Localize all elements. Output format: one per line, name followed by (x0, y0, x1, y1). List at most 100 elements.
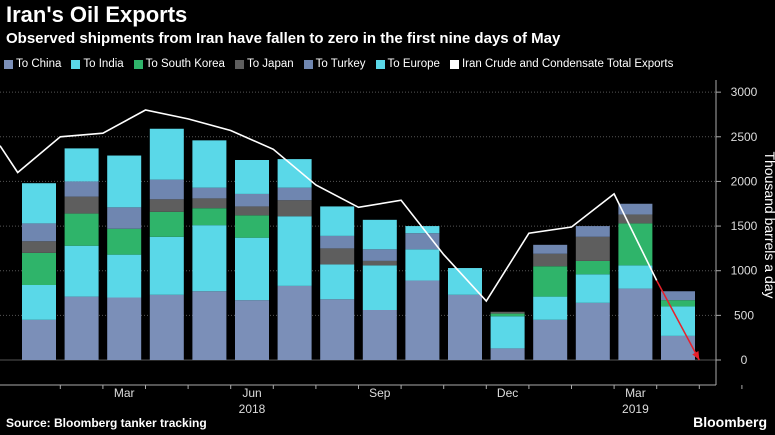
legend-label: To India (83, 58, 124, 70)
bar-segment (320, 264, 355, 300)
y-tick-label: 3000 (731, 85, 758, 99)
bar-segment (362, 260, 397, 266)
bar-segment (192, 225, 227, 292)
legend-item: To China (4, 58, 61, 70)
legend-item: To South Korea (133, 58, 225, 70)
y-tick-label: 0 (741, 353, 748, 367)
legend-swatch (4, 59, 13, 69)
bar-segment (490, 313, 525, 317)
y-tick-label: 500 (734, 308, 754, 322)
bar-segment (575, 226, 610, 237)
bar-segment (64, 296, 99, 360)
bar-segment (64, 181, 99, 197)
bar-segment (107, 297, 142, 360)
y-tick-label: 1500 (731, 219, 758, 233)
bar-segment (107, 228, 142, 255)
bar-segment (448, 294, 482, 360)
bar-segment (405, 233, 440, 250)
legend-label: To South Korea (145, 58, 225, 70)
legend-item: To Japan (234, 58, 294, 70)
decline-arrow-line (656, 280, 700, 361)
bar-segment (362, 249, 397, 261)
x-year-label: 2019 (622, 402, 649, 416)
x-tick-label: Dec (497, 386, 518, 400)
chart-title: Iran's Oil Exports (6, 2, 188, 27)
legend-item: To Europe (375, 58, 440, 70)
source-note: Source: Bloomberg tanker tracking (6, 416, 207, 430)
bar-segment (192, 198, 227, 209)
bar-segment (362, 310, 397, 360)
bar-segment (405, 280, 440, 360)
bar-segment (64, 245, 99, 297)
bar-segment (490, 348, 525, 360)
bar-segment (22, 183, 56, 224)
bar-segment (490, 311, 525, 314)
x-tick-label: Mar (114, 386, 135, 400)
bar-segment (22, 285, 56, 320)
bar-segment (277, 285, 312, 360)
chart-subtitle: Observed shipments from Iran have fallen… (6, 30, 561, 47)
bar-segment (362, 219, 397, 250)
bar-segment (22, 241, 56, 253)
legend-label: To China (16, 58, 62, 70)
bar-segment (235, 300, 269, 360)
x-year-label: 2018 (239, 402, 266, 416)
x-tick-label: Mar (625, 386, 646, 400)
bar-segment (192, 187, 227, 199)
bar-segment (192, 208, 227, 226)
bar-segment (107, 155, 142, 208)
x-tick-label: Sep (369, 386, 391, 400)
bar-segment (277, 187, 312, 201)
legend-swatch (375, 59, 385, 69)
bar-segment (618, 203, 653, 215)
bar-segment (661, 291, 695, 301)
legend-item: To Turkey (303, 58, 366, 70)
bar-segment (64, 148, 99, 182)
y-tick-label: 1000 (731, 264, 758, 278)
bar-segment (533, 253, 568, 267)
bar-segment (235, 215, 269, 238)
chart-legend: To China To India To South Korea To Japan To… (4, 58, 673, 70)
bar-segment (320, 299, 355, 360)
bar-segment (618, 214, 653, 224)
bar-segment (149, 294, 184, 360)
y-tick-label: 2000 (731, 174, 758, 188)
bar-segment (575, 260, 610, 275)
bar-segment (533, 319, 568, 360)
legend-label: To Japan (246, 58, 294, 70)
legend-item: Iran Crude and Condensate Total Exports (449, 58, 673, 70)
bar-segment (320, 235, 355, 249)
bar-segment (575, 236, 610, 261)
legend-swatch (71, 59, 81, 69)
bar-segment (235, 193, 269, 207)
bar-segment (277, 200, 312, 217)
bar-segment (661, 300, 695, 307)
bar-segment (320, 206, 355, 236)
bar-segment (405, 226, 440, 234)
bar-segment (22, 252, 56, 285)
bar-segment (618, 265, 653, 289)
bar-segment (362, 265, 397, 310)
total-exports-line (0, 109, 658, 303)
bar-segment (277, 216, 312, 286)
x-tick-label: Jun (242, 386, 261, 400)
bar-segment (533, 244, 568, 254)
legend-label: To Turkey (315, 58, 366, 70)
legend-swatch (303, 59, 313, 69)
bar-segment (149, 199, 184, 212)
legend-swatch (234, 59, 244, 69)
bar-segment (192, 140, 227, 188)
bar-segment (575, 274, 610, 303)
bar-segment (533, 296, 568, 320)
bar-segment (22, 319, 56, 360)
bar-segment (575, 302, 610, 360)
bar-segment (320, 248, 355, 265)
bar-segment (64, 213, 99, 246)
bar-segment (235, 160, 269, 194)
bar-segment (149, 128, 184, 180)
legend-item: To India (71, 58, 124, 70)
bar-segment (533, 266, 568, 297)
legend-label: To Europe (387, 58, 440, 70)
